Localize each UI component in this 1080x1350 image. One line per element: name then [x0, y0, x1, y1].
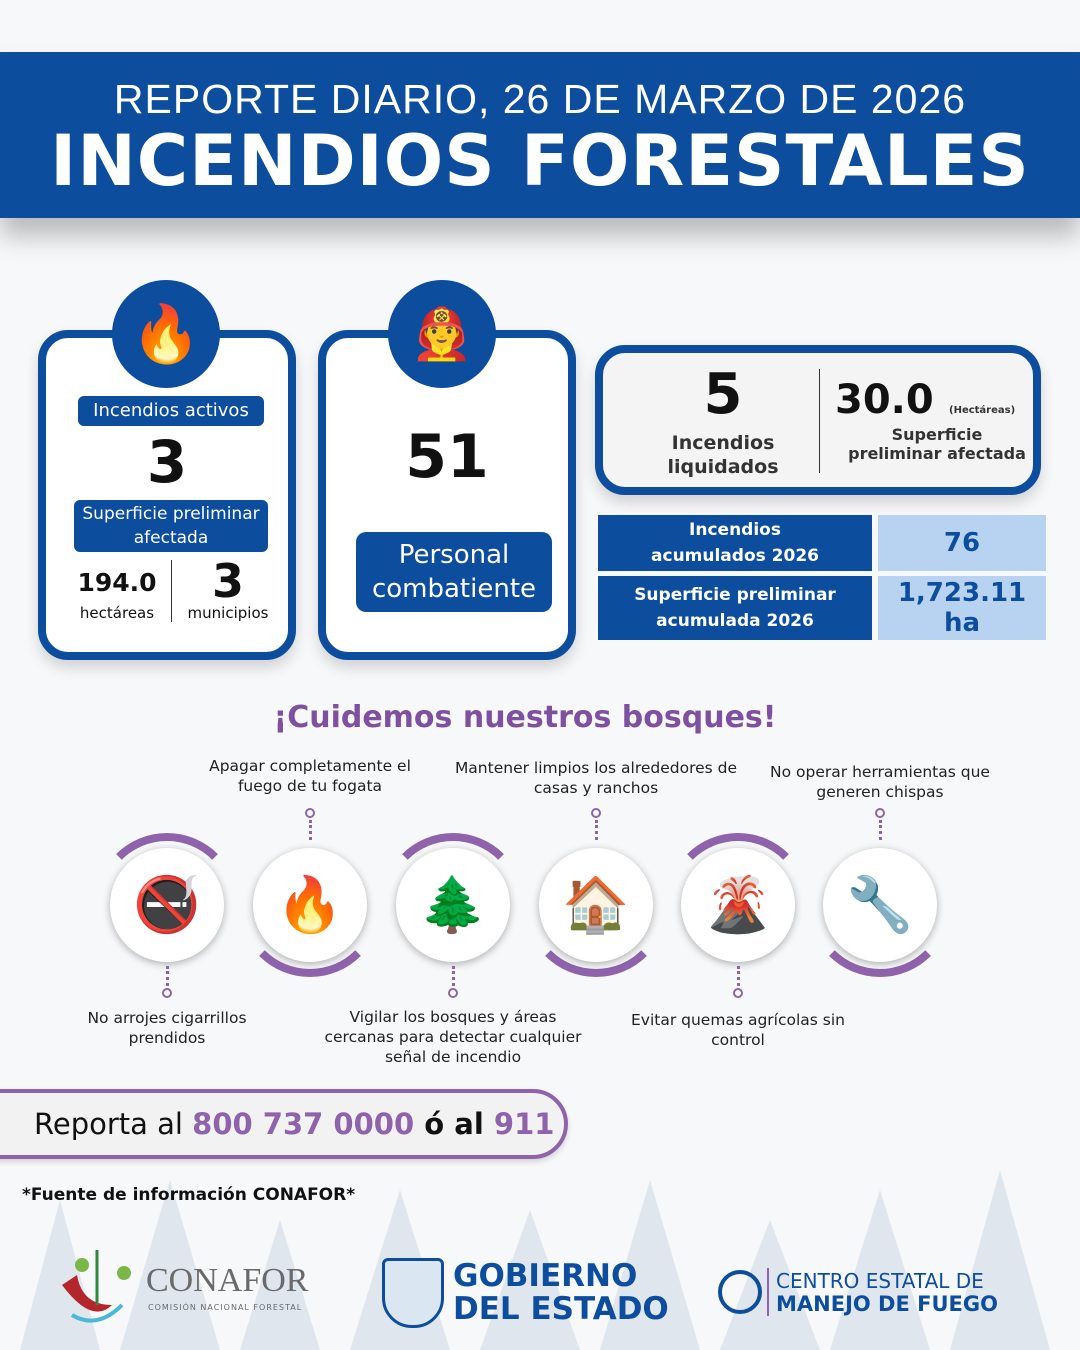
gob-line2: DEL ESTADO: [453, 1291, 669, 1327]
surface-label: Superficie preliminar afectada: [74, 500, 268, 552]
cumulative-fires-value: 76: [878, 515, 1046, 571]
conafor-logo: [52, 1245, 137, 1325]
connector-line: [452, 966, 455, 986]
liquidated-label-line2: liquidados: [667, 456, 779, 478]
liquidated-surface-label-line1: Superficie: [891, 425, 983, 444]
pine-tree-icon: 🌲: [396, 848, 510, 962]
report-text: Reporta al 800 737 0000 ó al 911: [34, 1107, 554, 1141]
decorative-arc: [95, 833, 239, 977]
firefighter-icon: 👨‍🚒: [388, 280, 496, 388]
municipios-label: municipios: [187, 604, 269, 622]
connector-dot: [875, 808, 885, 818]
report-prefix: Reporta al: [34, 1107, 193, 1141]
municipios-value: 3: [211, 554, 244, 608]
spark-tool-icon: 🔧: [823, 848, 937, 962]
connector-dot: [162, 988, 172, 998]
connector-line: [879, 820, 882, 840]
tip-text: Evitar quemas agrícolas sin control: [631, 1011, 845, 1049]
liquidated-surface-label-line2: preliminar afectada: [848, 444, 1026, 463]
no-smoking-icon: 🚭: [110, 848, 224, 962]
connector-dot: [733, 988, 743, 998]
tip-text: Mantener limpios los alrededores de casa…: [454, 759, 738, 797]
personnel-value: 51: [405, 422, 489, 492]
report-middle: ó al: [414, 1107, 494, 1141]
report-date: REPORTE DIARIO, 26 DE MARZO DE 2026: [113, 76, 967, 122]
liquidated-surface-label: Superficie preliminar afectada: [839, 425, 1035, 463]
decorative-arc: [666, 833, 810, 977]
centro-logo-text: CENTRO ESTATAL DE MANEJO DE FUEGO: [776, 1270, 998, 1316]
connector-line: [309, 820, 312, 840]
decorative-arc: [808, 833, 952, 977]
conafor-logo-subtitle: COMISIÓN NACIONAL FORESTAL: [148, 1303, 303, 1312]
label-line2: acumulada 2026: [656, 611, 814, 631]
active-fires-label: Incendios activos: [78, 396, 264, 426]
gobierno-logo-text: GOBIERNO DEL ESTADO: [453, 1260, 669, 1326]
decorative-arc: [381, 833, 525, 977]
cumulative-fires-label: Incendios acumulados 2026: [598, 515, 872, 571]
tips-title: ¡Cuidemos nuestros bosques!: [273, 700, 777, 735]
tip-text: No arrojes cigarrillos prendidos: [87, 1009, 247, 1047]
connector-dot: [448, 988, 458, 998]
connector-line: [595, 820, 598, 840]
connector-dot: [591, 808, 601, 818]
connector-line: [737, 966, 740, 986]
label-line2: acumulados 2026: [651, 546, 819, 566]
source-note: *Fuente de información CONAFOR*: [22, 1185, 356, 1205]
tip-text: No operar herramientas que generen chisp…: [770, 763, 990, 801]
centro-line2: MANEJO DE FUEGO: [776, 1292, 998, 1316]
centro-line1: CENTRO ESTATAL DE: [776, 1269, 984, 1293]
cumulative-surface-value: 1,723.11 ha: [878, 576, 1046, 640]
conafor-logo-text: CONAFOR: [146, 1262, 309, 1299]
state-shield-icon: [382, 1258, 444, 1328]
report-emergency[interactable]: 911: [493, 1107, 555, 1141]
personnel-label-line2: combatiente: [371, 574, 537, 604]
campfire-icon: 🔥: [253, 848, 367, 962]
liquidated-surface-value: 30.0: [835, 377, 934, 423]
hectares-value: 194.0: [77, 568, 157, 597]
divider: [171, 560, 172, 622]
divider: [767, 1268, 769, 1316]
page-title: INCENDIOS FORESTALES: [50, 120, 1030, 202]
decorative-arc: [238, 833, 382, 977]
report-banner: Reporta al 800 737 0000 ó al 911: [0, 1089, 568, 1159]
centro-logo-icon: [718, 1270, 762, 1314]
gob-line1: GOBIERNO: [453, 1258, 638, 1294]
fire-icon: 🔥: [112, 280, 220, 388]
header-banner: REPORTE DIARIO, 26 DE MARZO DE 2026 INCE…: [0, 52, 1080, 218]
personnel-label-line1: Personal: [398, 540, 510, 570]
connector-dot: [305, 808, 315, 818]
divider: [819, 369, 820, 473]
burning-field-icon: 🌋: [681, 848, 795, 962]
label-line1: Superficie preliminar: [634, 585, 836, 605]
clean-house-icon: 🏠: [539, 848, 653, 962]
decorative-arc: [524, 833, 668, 977]
liquidated-label-line1: Incendios: [671, 432, 775, 454]
personnel-card: 51 Personal combatiente: [318, 330, 576, 660]
cumulative-surface-label: Superficie preliminar acumulada 2026: [598, 576, 872, 640]
active-fires-value: 3: [146, 428, 188, 496]
connector-line: [166, 966, 169, 986]
label-line1: Incendios: [689, 520, 781, 540]
personnel-label: Personal combatiente: [356, 532, 552, 612]
liquidated-label: Incendios liquidados: [623, 431, 823, 479]
hectares-label: hectáreas: [79, 604, 155, 622]
report-phone[interactable]: 800 737 0000: [192, 1107, 415, 1141]
tip-text: Vigilar los bosques y áreas cercanas par…: [324, 1008, 582, 1066]
tip-text: Apagar completamente el fuego de tu foga…: [209, 757, 411, 795]
liquidated-card: 5 Incendios liquidados 30.0 (Hectáreas) …: [595, 345, 1041, 495]
liquidated-value: 5: [703, 362, 743, 427]
liquidated-surface-unit: (Hectáreas): [949, 405, 1016, 416]
